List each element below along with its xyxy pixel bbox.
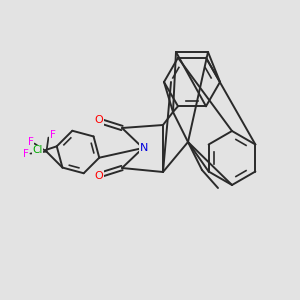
Text: F: F bbox=[22, 148, 28, 159]
Text: N: N bbox=[140, 143, 148, 153]
Text: O: O bbox=[94, 115, 103, 125]
Text: F: F bbox=[50, 130, 56, 140]
Text: F: F bbox=[28, 136, 33, 147]
Text: Cl: Cl bbox=[33, 145, 43, 155]
Text: O: O bbox=[94, 171, 103, 181]
